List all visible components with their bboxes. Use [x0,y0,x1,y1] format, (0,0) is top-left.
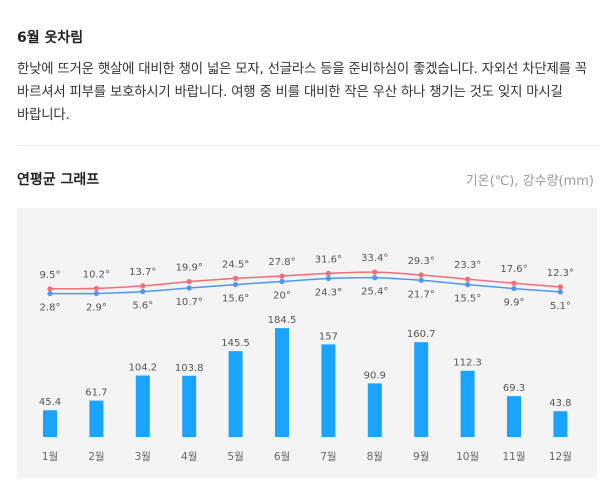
high-temp-label: 10.2° [83,269,110,280]
annual-graph-panel: 9.5° 2.8° 45.4 1월 10.2° 2.9° 61.7 2월 13.7° 5.6° 10… [17,208,597,478]
high-temp-point [557,284,564,290]
high-temp-line [49,271,561,290]
precipitation-bar [460,370,475,437]
low-temp-label: 15.6° [222,294,249,305]
low-temp-label: 10.7° [176,297,203,308]
precipitation-label: 184.5 [268,315,297,326]
low-temp-label: 5.6° [132,301,153,312]
low-temp-point [372,275,378,281]
low-temp-point [93,290,99,297]
precipitation-bar [228,351,243,437]
month-label: 5월 [227,451,243,463]
precipitation-label: 104.2 [128,363,157,374]
precipitation-bar [321,344,336,437]
clothing-description: 한낮에 뜨거운 햇살에 대비한 챙이 넓은 모자, 선글라스 등을 준비하심이 … [17,62,587,123]
high-temp-label: 33.4° [361,253,388,264]
month-label: 9월 [413,451,429,463]
graph-title: 연평균 그래프 [17,172,100,188]
low-temp-point [325,275,331,282]
precipitation-label: 45.4 [39,397,61,408]
precipitation-label: 61.7 [85,388,107,399]
low-temp-point [418,277,424,283]
low-temp-label: 25.4° [361,287,388,298]
high-temp-point [93,285,99,291]
month-label: 2월 [88,451,104,463]
divider [17,145,600,146]
precipitation-bar [275,328,289,437]
high-temp-label: 17.6° [500,264,527,275]
low-temp-label: 2.8° [40,303,61,314]
month-label: 12월 [549,451,572,463]
high-temp-label: 12.3° [547,268,574,279]
low-temp-label: 24.3° [315,287,342,298]
low-temp-label: 21.7° [408,289,435,300]
month-label: 4월 [181,451,197,463]
high-temp-label: 9.5° [40,270,61,281]
month-label: 6월 [274,451,290,463]
precipitation-label: 43.8 [549,398,571,409]
month-label: 11월 [502,451,525,463]
month-label: 8월 [367,451,383,463]
high-temp-point [325,270,331,276]
high-temp-label: 27.8° [268,257,295,268]
low-temp-label: 5.1° [550,301,571,312]
month-label: 3월 [135,451,151,463]
high-temp-label: 24.5° [222,259,249,270]
low-temp-point [233,281,239,288]
low-temp-point [511,285,517,292]
high-temp-label: 29.3° [408,256,435,267]
low-temp-label: 20° [273,291,291,302]
high-temp-point [372,269,378,275]
low-temp-label: 2.9° [86,302,107,313]
precipitation-bar [414,342,429,437]
low-temp-line [49,276,561,295]
high-temp-point [47,286,53,292]
high-temp-point [465,276,471,282]
high-temp-label: 19.9° [176,263,203,274]
precipitation-bar [367,383,382,437]
precipitation-label: 103.8 [175,363,204,374]
precipitation-bar [182,375,197,437]
low-temp-point [279,278,285,285]
precipitation-label: 112.3 [453,358,482,369]
high-temp-point [418,272,424,278]
precipitation-label: 157 [319,331,338,342]
high-temp-point [279,273,285,279]
low-temp-point [186,285,192,291]
precipitation-bar [89,400,104,437]
high-temp-label: 23.3° [454,260,481,271]
high-temp-label: 13.7° [129,267,156,278]
precipitation-bar [135,375,150,437]
low-temp-point [47,290,53,297]
precipitation-label: 69.3 [503,383,525,394]
precipitation-bar [43,410,57,437]
month-label: 7월 [320,451,336,463]
low-temp-point [557,289,564,295]
annual-chart: 9.5° 2.8° 45.4 1월 10.2° 2.9° 61.7 2월 13.7° 5.6° 10… [39,253,574,463]
graph-units: 기온(℃), 강수량(mm) [465,174,594,189]
low-temp-label: 15.5° [454,294,481,305]
section-title: 6월 옷차림 [17,30,84,46]
precipitation-label: 90.9 [364,370,386,381]
high-temp-point [140,283,146,289]
high-temp-point [233,275,239,281]
low-temp-point [140,288,146,295]
precipitation-bar [553,411,568,437]
low-temp-label: 9.9° [504,298,525,309]
precipitation-bar [507,396,521,437]
high-temp-point [186,278,192,285]
precipitation-label: 145.5 [221,338,250,349]
month-label: 10월 [456,451,479,463]
high-temp-point [511,280,517,286]
low-temp-point [465,282,471,288]
precipitation-label: 160.7 [407,329,436,340]
month-label: 1월 [42,451,58,463]
high-temp-label: 31.6° [315,254,342,265]
